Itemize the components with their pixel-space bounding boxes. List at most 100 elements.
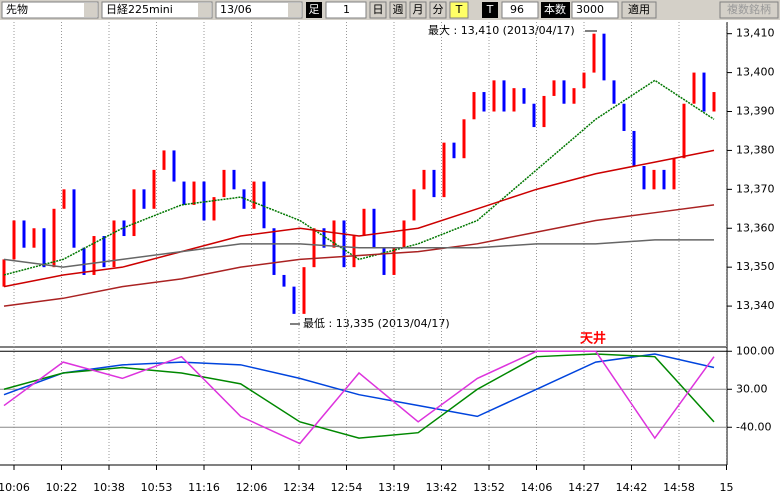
candle [442,142,446,198]
month: 月 [413,3,424,16]
dropdown-arrow[interactable] [288,3,301,17]
x-tick-label: 14:27 [568,481,600,494]
market: 先物 [6,2,28,16]
candle [482,92,486,112]
candle [712,92,716,112]
y-tick-label: 100.00 [736,344,775,357]
candle [492,80,496,112]
minute-button[interactable] [429,1,447,19]
candle [2,259,6,287]
candle [372,208,376,248]
candle [42,228,46,268]
week-button[interactable] [389,1,407,19]
month-button[interactable] [409,1,427,19]
contract: 13/06 [220,3,252,16]
x-tick-label: 12:54 [331,481,363,494]
bar-size: 1 [343,3,350,16]
x-tick-label: 13:52 [473,481,505,494]
bar-label: 足 [309,3,320,16]
contract-select[interactable] [215,1,303,19]
candle [602,33,606,81]
multi: 複数銘柄 [727,2,771,16]
x-tick-label: 10:06 [0,481,30,494]
y-tick-label: 13,340 [736,299,775,312]
candle [632,130,636,166]
y-tick-label: 13,350 [736,260,775,273]
high-annotation: 最大 : 13,410 (2013/04/17) [428,23,575,37]
day: 日 [373,3,384,16]
candle [382,247,386,275]
candle [452,142,456,159]
indicator-line [3,350,715,445]
candle [572,88,576,104]
candle [152,169,156,209]
candle [642,165,646,190]
x-tick-label: 14:42 [616,481,648,494]
candle [352,236,356,268]
candle [52,208,56,268]
candle [252,181,256,209]
t-label-bg [482,2,498,18]
symbol-select[interactable] [101,1,213,19]
candle [652,169,656,190]
candle [212,197,216,221]
candle [702,72,706,112]
minute: 分 [433,3,444,16]
count-value: 96 [510,3,524,16]
candle [422,169,426,190]
candle [692,72,696,104]
dropdown-arrow[interactable] [198,3,211,17]
indicator-line [3,353,715,439]
candle [682,103,686,159]
y-tick-label: 13,390 [736,105,775,118]
candle [172,150,176,182]
x-tick-label: 15 [720,481,734,494]
candle [552,80,556,96]
max-bars: 3000 [576,3,604,16]
candle [62,189,66,209]
indicator-line [3,239,714,268]
candle [512,88,516,112]
bar-size-input[interactable] [325,1,367,19]
indicator-line [3,79,715,276]
candle [592,33,596,73]
y-tick-label: 30.00 [736,382,768,395]
x-tick-label: 11:16 [188,481,220,494]
candle [132,189,136,237]
candle [192,181,196,205]
low-annotation: 最低 : 13,335 (2013/04/17) [303,317,450,330]
indicator-line [3,149,715,288]
max-bars-input[interactable] [571,1,619,19]
x-tick-label: 10:38 [93,481,125,494]
candle [232,169,236,190]
bar-label-bg [306,2,322,18]
y-tick-label: 13,400 [736,66,775,79]
symbol: 日経225mini [106,3,173,16]
candle [82,247,86,275]
candle [662,169,666,190]
market-select[interactable] [1,1,99,19]
count-input[interactable] [501,1,539,19]
candle [672,158,676,190]
candle [12,220,16,260]
candle [562,80,566,104]
candle [502,80,506,112]
x-tick-label: 12:34 [283,481,315,494]
tick-button[interactable] [449,1,469,19]
y-tick-label: 13,370 [736,182,775,195]
day-button[interactable] [369,1,387,19]
candle [462,119,466,159]
multi-button[interactable] [719,1,779,19]
apply-button[interactable] [621,1,657,19]
x-tick-label: 13:42 [426,481,458,494]
candle [612,80,616,104]
dropdown-arrow[interactable] [84,3,97,17]
candle [112,220,116,268]
candle [542,95,546,128]
candle [622,103,626,131]
candle [362,208,366,237]
candle [532,103,536,128]
candle [162,150,166,170]
tick: T [455,3,463,16]
